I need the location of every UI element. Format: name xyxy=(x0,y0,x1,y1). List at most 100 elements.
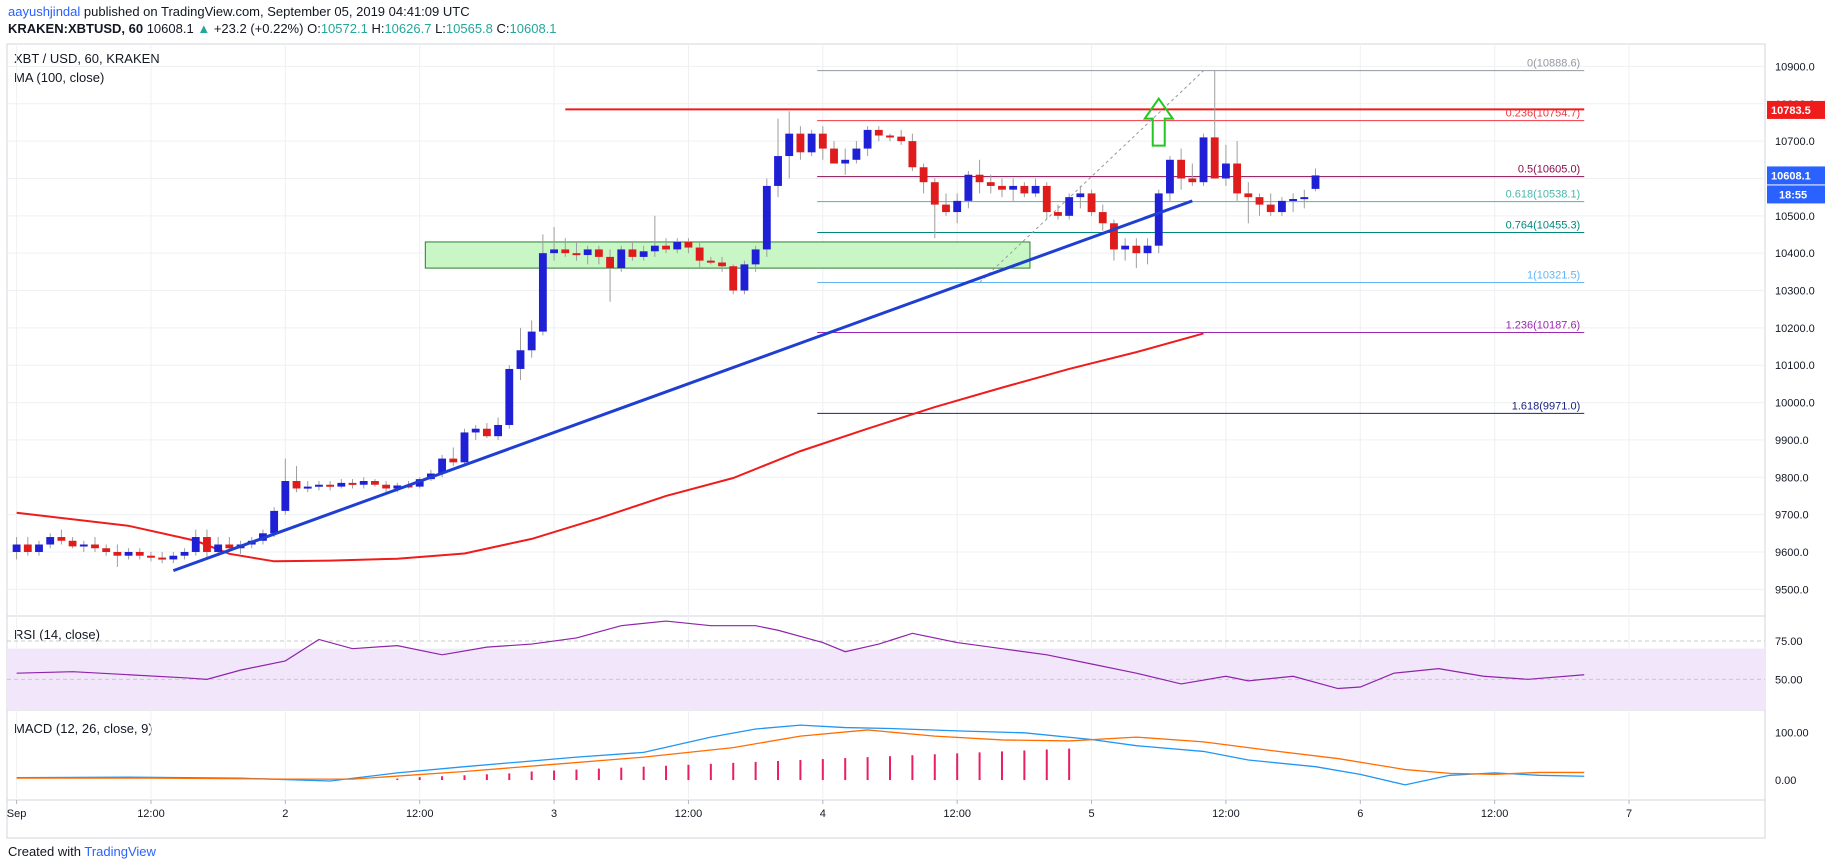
candle xyxy=(57,537,66,541)
open-value: 10572.1 xyxy=(320,21,368,36)
candle xyxy=(449,458,458,463)
candle xyxy=(1210,137,1219,179)
y-tick-label: 10300.0 xyxy=(1775,286,1815,298)
candle xyxy=(639,251,648,257)
candle xyxy=(650,245,659,252)
ohlc-line: KRAKEN:XBTUSD, 60 10608.1 ▲ +23.2 (+0.22… xyxy=(8,21,557,36)
candle xyxy=(1255,197,1264,205)
candle xyxy=(1244,193,1253,198)
fib-level-label: 0.618(10538.1) xyxy=(1506,189,1581,201)
high-value: 10626.7 xyxy=(384,21,432,36)
candle xyxy=(225,544,234,549)
candle xyxy=(863,129,872,149)
candle xyxy=(359,481,368,485)
candle xyxy=(841,159,850,164)
x-tick-label: 12:00 xyxy=(943,808,971,820)
candle xyxy=(1054,212,1062,216)
macd-tick-label: 100.00 xyxy=(1775,727,1809,739)
high-label: H: xyxy=(371,21,385,36)
candle xyxy=(897,136,906,142)
candle xyxy=(505,368,514,425)
candle xyxy=(1098,212,1107,224)
candle xyxy=(1311,175,1320,189)
candle xyxy=(1166,159,1174,194)
fib-level-label: 1.618(9971.0) xyxy=(1512,400,1581,412)
rsi-tick-label: 50.00 xyxy=(1775,674,1803,686)
y-tick-label: 10100.0 xyxy=(1775,360,1815,372)
x-tick-label: 12:00 xyxy=(406,808,434,820)
candle xyxy=(1143,245,1152,254)
open-label: O: xyxy=(307,21,321,36)
candle xyxy=(1222,163,1230,179)
candle xyxy=(964,174,973,201)
candle xyxy=(1031,185,1040,194)
candle xyxy=(830,148,838,164)
candle xyxy=(1289,199,1298,202)
candle xyxy=(852,148,861,160)
y-tick-label: 10500.0 xyxy=(1775,211,1815,223)
x-tick-label: 12:00 xyxy=(675,808,703,820)
candle xyxy=(214,544,223,552)
candle xyxy=(315,484,323,487)
candle xyxy=(975,174,984,183)
x-tick-label: 2 xyxy=(282,808,288,820)
candle xyxy=(594,249,603,257)
candle xyxy=(572,253,581,256)
candle xyxy=(191,537,200,552)
chart-title: XBT / USD, 60, KRAKEN xyxy=(14,51,160,66)
candle xyxy=(1199,137,1208,183)
x-tick-label: 12:00 xyxy=(137,808,165,820)
fib-level-label: 1(10321.5) xyxy=(1527,269,1580,281)
author-link[interactable]: aayushjindal xyxy=(8,4,81,19)
candle xyxy=(460,432,469,463)
tradingview-logo-icon[interactable]: TradingView xyxy=(84,844,156,859)
footer: Created with TradingView xyxy=(8,844,156,859)
candle xyxy=(774,156,782,186)
close-label: C: xyxy=(496,21,510,36)
candle xyxy=(606,256,614,269)
candle xyxy=(91,544,99,549)
candle xyxy=(438,458,447,474)
candle xyxy=(684,241,693,248)
publish-line: aayushjindal published on TradingView.co… xyxy=(8,4,470,19)
candle xyxy=(1121,245,1130,250)
y-tick-label: 10400.0 xyxy=(1775,248,1815,260)
candle xyxy=(1266,204,1275,213)
price-change: +23.2 (+0.22%) xyxy=(213,21,304,36)
candle xyxy=(1065,197,1074,216)
macd-legend: MACD (12, 26, close, 9) xyxy=(14,721,153,736)
candle xyxy=(68,540,77,547)
fib-level-label: 1.236(10187.6) xyxy=(1506,319,1581,331)
candle xyxy=(482,428,491,437)
candle xyxy=(516,350,525,369)
candle xyxy=(337,482,346,487)
candle xyxy=(718,262,726,267)
candle xyxy=(1132,245,1141,254)
candle xyxy=(1300,197,1309,200)
symbol: KRAKEN:XBTUSD, 60 xyxy=(8,21,144,36)
x-tick-label: 7 xyxy=(1626,808,1632,820)
candle xyxy=(662,245,670,250)
rsi-tick-label: 75.00 xyxy=(1775,636,1803,648)
countdown-tag xyxy=(1767,185,1825,204)
candle xyxy=(370,481,379,485)
candle xyxy=(807,133,816,153)
x-tick-label: 5 xyxy=(1088,808,1094,820)
candle xyxy=(382,484,391,489)
rsi-legend: RSI (14, close) xyxy=(14,627,100,642)
candle xyxy=(303,486,312,489)
candle xyxy=(550,249,558,254)
candle xyxy=(908,141,917,168)
candle xyxy=(561,249,570,254)
price-tag xyxy=(1767,100,1825,119)
candle xyxy=(998,185,1006,190)
candle xyxy=(35,544,43,552)
candle xyxy=(1076,193,1085,198)
candle xyxy=(415,479,424,487)
price-tag-label: 10783.5 xyxy=(1771,105,1811,117)
low-label: L: xyxy=(435,21,446,36)
candle xyxy=(762,185,771,250)
candle xyxy=(292,481,301,489)
x-tick-label: 3 xyxy=(551,808,557,820)
